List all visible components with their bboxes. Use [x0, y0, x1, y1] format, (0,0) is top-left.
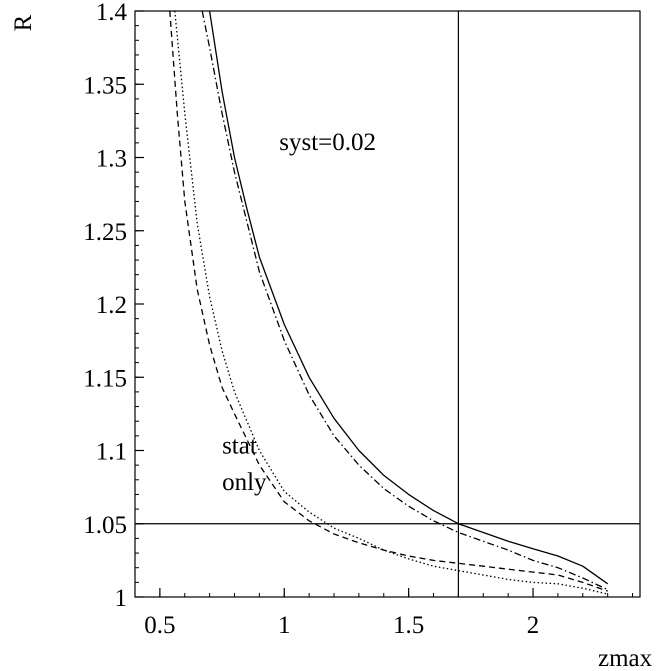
y-tick-label-6: 1.3: [96, 146, 127, 173]
y-tick-label-5: 1.25: [83, 219, 127, 246]
x-axis-title: zmax: [598, 645, 653, 671]
series-line-dashed: [169, 11, 608, 592]
y-tick-label-3: 1.15: [83, 365, 127, 392]
annotation-0: syst=0.02: [279, 129, 376, 156]
x-tick-label-0: 0.5: [144, 612, 175, 639]
annotation-1: stat: [222, 432, 257, 459]
y-tick-label-2: 1.1: [96, 439, 127, 466]
x-tick-label-2: 1.5: [393, 612, 424, 639]
annotation-2: only: [222, 469, 267, 496]
series-line-dashdot: [201, 11, 608, 591]
series-line-solid: [208, 11, 609, 585]
plot-frame: [134, 10, 641, 598]
annotations: syst=0.02 stat only: [222, 129, 376, 496]
series-layer: [169, 11, 609, 595]
series-line-dotted: [174, 11, 608, 595]
x-tick-label-3: 2: [527, 612, 540, 639]
y-tick-label-1: 1.05: [83, 512, 127, 539]
y-tick-label-4: 1.2: [96, 292, 127, 319]
axis-labels: 1 1.05 1.1 1.15 1.2 1.25 1.3 1.35 1.4 0.5 1 1.5 2: [83, 0, 539, 639]
y-tick-label-0: 1: [115, 585, 128, 612]
y-axis-title: R: [10, 14, 37, 31]
axis-ticks: [134, 10, 634, 598]
y-tick-label-7: 1.35: [83, 72, 127, 99]
y-tick-label-8: 1.4: [96, 0, 128, 26]
reference-lines: [135, 11, 640, 597]
x-tick-label-1: 1: [278, 612, 291, 639]
